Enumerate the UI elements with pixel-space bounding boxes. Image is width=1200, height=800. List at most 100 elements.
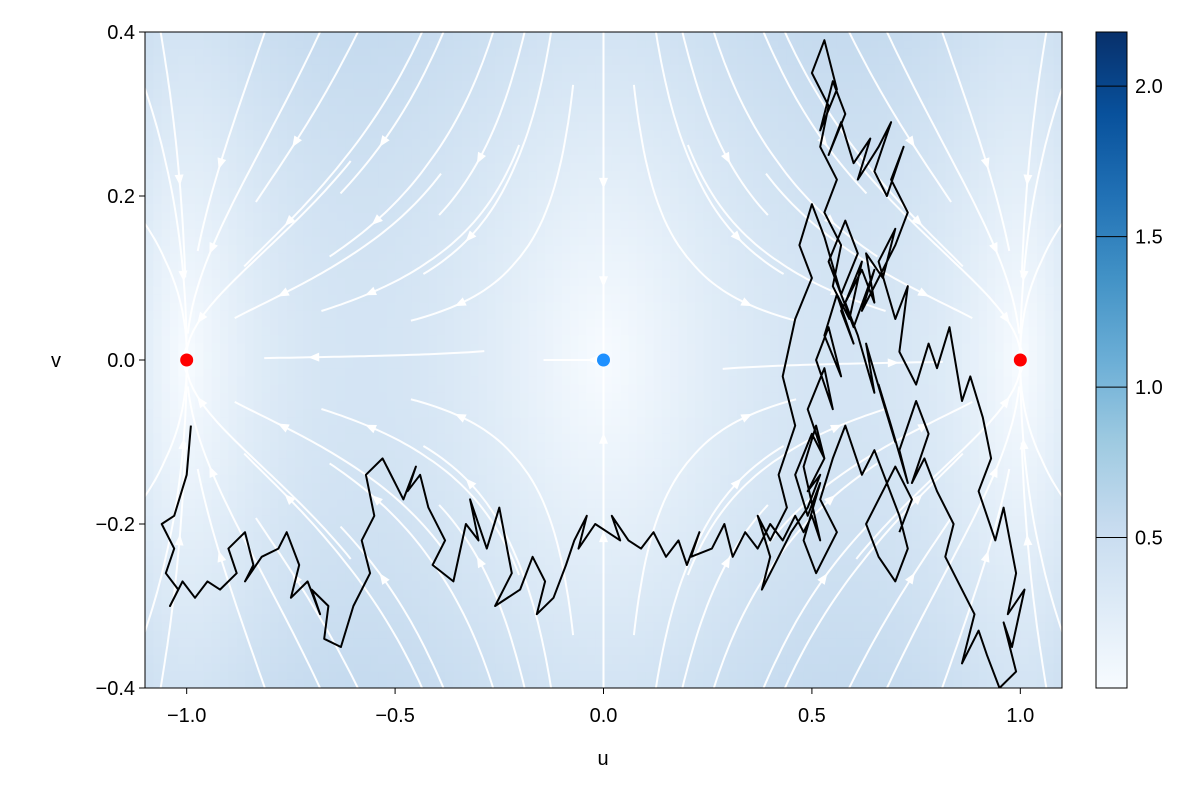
fixed-points <box>180 353 1027 367</box>
streamline-arrow <box>720 556 731 569</box>
streamline <box>712 32 878 258</box>
streamline-arrow <box>720 151 731 164</box>
streamline-arrow <box>277 287 290 297</box>
colorbar-tick-label: 0.5 <box>1135 528 1163 550</box>
streamline-arrow <box>730 230 742 242</box>
streamline <box>422 32 553 275</box>
y-tick-label: 0.0 <box>107 350 135 372</box>
streamline <box>762 32 868 195</box>
streamline-arrow <box>911 493 923 506</box>
streamline-arrow <box>371 495 383 506</box>
streamline <box>182 353 352 560</box>
y-tick-label: 0.4 <box>107 22 135 44</box>
streamline-arrow <box>917 287 930 297</box>
streamline-arrow <box>277 423 290 433</box>
streamline-arrow <box>292 135 302 148</box>
streamline <box>186 32 322 334</box>
streamline <box>145 85 188 365</box>
streamline-arrow <box>379 573 390 585</box>
fixed-point-saddle <box>597 353 610 367</box>
x-tick-label: 0.0 <box>590 705 618 727</box>
streamline <box>339 525 445 688</box>
streamline-arrow <box>454 297 467 307</box>
streamline-arrow <box>476 151 487 164</box>
streamline <box>654 445 785 688</box>
streamline <box>941 32 1011 252</box>
streamline-arrow <box>465 478 477 490</box>
streamline-arrow <box>980 550 990 563</box>
streamline-arrow <box>830 424 842 434</box>
streamline-arrow <box>905 572 915 585</box>
streamline <box>196 32 266 252</box>
streamline-arrow <box>999 396 1010 409</box>
streamline-arrow <box>1019 438 1029 450</box>
streamline-arrow <box>905 135 915 148</box>
streamline <box>243 32 424 268</box>
streamline-arrow <box>209 466 218 478</box>
colorbar-gradient <box>1095 31 1128 689</box>
streamline <box>885 32 1021 334</box>
streamline <box>686 144 886 312</box>
streamline <box>234 401 442 548</box>
streamline-arrow <box>587 355 599 365</box>
colorbar-tick-label: 2.0 <box>1135 76 1163 98</box>
streamline-arrow <box>197 311 208 324</box>
y-tick-label: −0.4 <box>96 678 135 700</box>
streamline <box>855 353 1025 560</box>
streamline <box>762 525 868 688</box>
streamline-arrow <box>476 556 487 569</box>
plot-area <box>145 32 1062 688</box>
streamline-arrow <box>197 396 208 409</box>
streamline <box>765 401 973 548</box>
streamline-arrow <box>740 413 753 423</box>
streamline-arrow <box>284 493 296 506</box>
streamline-arrow <box>365 286 377 296</box>
fixed-point-stable <box>1013 353 1027 367</box>
streamline <box>681 32 769 216</box>
streamline <box>855 160 1025 367</box>
streamline-arrow <box>284 214 296 227</box>
x-axis-label: u <box>597 748 608 770</box>
streamline <box>145 355 188 635</box>
streamline <box>264 350 485 360</box>
streamline-arrow <box>454 413 467 423</box>
streamline <box>1019 355 1062 635</box>
colorbar: 0.5 1.0 1.5 2.0 <box>1095 31 1163 689</box>
colorbar-tick-label: 1.0 <box>1135 377 1163 399</box>
streamline <box>722 360 943 370</box>
streamline-arrow <box>1023 534 1033 546</box>
streamline <box>783 32 964 268</box>
streamline-arrow <box>371 214 383 225</box>
y-axis-label: v <box>51 350 61 372</box>
x-tick-label: 1.0 <box>1006 705 1034 727</box>
streamline <box>681 504 769 688</box>
streamline <box>885 386 1021 688</box>
streamline <box>234 172 442 319</box>
streamline-arrow <box>824 214 836 225</box>
streamline-arrow <box>465 230 477 242</box>
streamline <box>712 462 878 688</box>
streamline <box>1020 32 1048 278</box>
streamline-arrow <box>308 352 320 362</box>
x-tick-label: −0.5 <box>375 705 414 727</box>
streamline <box>438 504 526 688</box>
streamline-arrow <box>999 311 1010 324</box>
streamline <box>255 32 359 203</box>
streamline <box>339 32 445 195</box>
x-axis: −1.0 −0.5 0.0 0.5 1.0 <box>167 688 1034 727</box>
streamline <box>686 408 886 576</box>
streamline <box>186 386 322 688</box>
streamline-arrow <box>209 242 218 254</box>
streamline-arrow <box>911 214 923 227</box>
streamline-arrow <box>1023 174 1033 186</box>
streamline <box>329 32 495 258</box>
y-tick-label: −0.2 <box>96 514 135 536</box>
streamline-arrow <box>989 242 998 254</box>
streamline <box>848 32 952 203</box>
streamline <box>783 452 964 688</box>
streamline <box>941 468 1011 688</box>
streamline-arrow <box>365 424 377 434</box>
streamline <box>255 517 359 688</box>
streamline-arrow <box>989 466 998 478</box>
